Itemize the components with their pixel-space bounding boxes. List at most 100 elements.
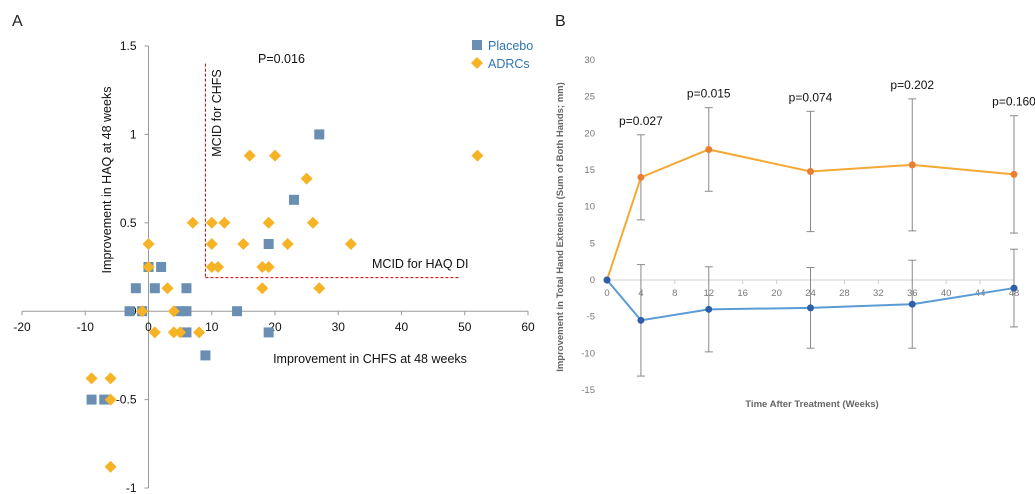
y-tick-label: 1 [130,127,137,141]
y-tick-label: 5 [590,238,595,249]
y-tick-label: 0.5 [120,216,137,230]
adrc-point [104,393,117,406]
adrc-point [205,261,218,273]
x-tick-label: 30 [332,320,346,334]
blue-series-point [603,276,611,284]
adrc-point [104,372,117,385]
placebo-point [124,306,135,317]
adrc-point [471,149,484,162]
adrc-point [142,261,155,273]
adrc-point [186,216,199,229]
placebo-point [263,239,274,250]
adrc-point [306,216,319,229]
adrc-point [237,238,250,251]
placebo-point [175,306,186,317]
x-tick-label: 0 [604,288,609,299]
panel-a-label: A [12,13,23,30]
legend-placebo-label: Placebo [488,39,533,53]
chart-a-xlabel: Improvement in CHFS at 48 weeks [273,352,467,366]
x-tick-label: 16 [737,288,748,299]
blue-series-point [637,316,645,324]
adrc-point [148,326,161,339]
y-tick-label: 10 [584,202,595,213]
line-chart: Time After Treatment (Weeks) Improvement… [555,55,1035,410]
y-tick-label: -1 [126,481,137,494]
blue-series-point [705,305,713,313]
y-tick-label: -5 [587,312,595,323]
scatter-chart: Improvement in CHFS at 48 weeks Improvem… [13,39,535,494]
orange-series-point [1010,170,1018,178]
adrc-point [218,216,231,229]
blue-series-point [908,300,916,308]
x-tick-label: 32 [873,288,884,299]
adrc-point [281,238,294,251]
placebo-point [86,394,97,405]
x-tick-label: 50 [458,320,472,334]
blue-series-point [807,304,814,312]
adrc-point [205,238,218,251]
adrc-point [167,326,180,339]
y-tick-label: -15 [581,385,595,396]
adrc-point [344,238,357,251]
orange-series-point [637,173,645,181]
adrc-point [243,149,256,162]
adrc-point [256,282,269,295]
adrc-point [262,261,275,273]
x-tick-label: 20 [771,288,782,299]
adrc-point [85,372,98,385]
blue-series-point [1010,284,1018,292]
x-tick-label: -20 [13,320,31,334]
adrc-point [205,216,218,229]
x-tick-label: 10 [205,320,219,334]
placebo-point [314,129,325,140]
placebo-point [130,283,141,294]
y-tick-label: 30 [584,55,595,66]
x-tick-label: 60 [521,320,535,334]
y-tick-label: 20 [584,128,595,139]
adrc-point [313,282,326,295]
placebo-point [181,327,192,338]
adrc-point [262,216,275,229]
y-tick-label: -10 [581,348,595,359]
placebo-point [232,306,243,317]
legend-placebo-marker [472,40,482,50]
adrc-point [161,282,174,295]
y-tick-label: -0.5 [116,393,137,407]
adrc-point [167,305,180,318]
orange-series-point [705,145,713,153]
placebo-point [263,327,274,338]
x-tick-label: 8 [672,288,677,299]
placebo-point [149,283,160,294]
mcid-haq-label: MCID for HAQ DI [372,257,469,271]
legend-adrcs-marker [471,57,483,69]
placebo-point [99,394,110,405]
mcid-chfs-label: MCID for CHFS [210,69,224,157]
y-tick-label: 1.5 [120,39,137,53]
p-value-annotation: P=0.016 [258,52,305,66]
y-tick-label: 25 [584,92,595,103]
placebo-point [200,350,211,361]
panel-b-label: B [555,13,566,30]
placebo-point [181,283,192,294]
y-tick-label: 15 [584,165,595,176]
adrc-point [142,238,155,251]
x-tick-label: 28 [839,288,850,299]
adrc-point [193,326,206,339]
x-tick-label: 40 [941,288,952,299]
adrc-point [269,149,281,162]
x-tick-label: 40 [395,320,409,334]
x-tick-label: 0 [145,320,152,334]
placebo-point [288,194,299,205]
adrc-point [136,305,149,318]
placebo-point [181,306,192,317]
adrc-point [300,172,313,185]
orange-series-point [807,167,814,175]
p-value-label: p=0.074 [789,90,833,104]
placebo-point [156,262,167,272]
p-value-label: p=0.015 [687,87,731,101]
chart-a-ylabel: Improvement in HAQ at 48 weeks [100,87,114,274]
chart-b-ylabel: Improvement in Total Hand Extension (Sum… [555,82,566,372]
adrc-point [212,261,225,273]
p-value-label: p=0.160 [992,95,1035,109]
